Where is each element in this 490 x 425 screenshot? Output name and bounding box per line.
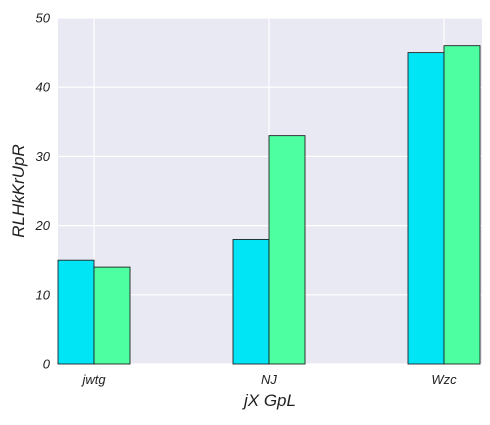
y-tick-label: 10 [36, 287, 51, 302]
x-tick-labels: jwtg NJ Wzc [80, 372, 457, 387]
bar-Wzc-series-1 [407, 52, 445, 365]
y-tick-label: 30 [36, 149, 51, 164]
y-axis-label: RLHkKrUpR [9, 144, 28, 238]
bar-Wzc-series-2 [443, 45, 481, 365]
y-tick-label: 0 [43, 357, 51, 372]
x-axis-label: jX GpL [242, 391, 296, 410]
bar-NJ-series-2 [268, 135, 306, 365]
y-tick-labels: 0 10 20 30 40 50 [35, 11, 51, 372]
y-tick-label: 40 [36, 80, 51, 95]
x-tick-label: jwtg [80, 372, 106, 387]
x-tick-label: Wzc [431, 372, 457, 387]
y-tick-label: 50 [36, 11, 51, 26]
x-tick-label: NJ [261, 372, 277, 387]
bar-NJ-series-1 [232, 238, 270, 365]
y-tick-label: 20 [35, 218, 51, 233]
bar-jwtg-series-2 [93, 266, 131, 365]
bar-jwtg-series-1 [57, 259, 95, 365]
bars [57, 45, 481, 365]
